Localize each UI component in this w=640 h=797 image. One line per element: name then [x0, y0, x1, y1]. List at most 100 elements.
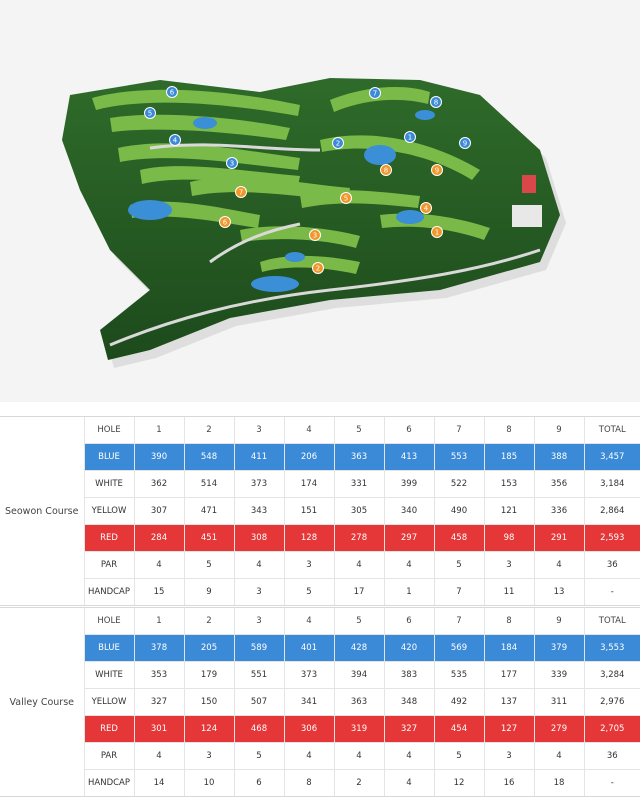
total-cell: 3,553 — [583, 634, 640, 662]
hole-marker — [420, 202, 432, 214]
score-cell: 4 — [383, 769, 434, 797]
score-cell: 411 — [233, 443, 284, 471]
total-cell: 3,457 — [583, 443, 640, 471]
hole-number: 6 — [383, 416, 434, 444]
hole-number: 2 — [183, 416, 234, 444]
row-label: BLUE — [83, 634, 134, 662]
tee-row-handcap: HANDCAP 14 10 6 8 2 4 12 16 18- — [0, 769, 640, 797]
total-cell: 36 — [583, 742, 640, 770]
score-cell: 307 — [133, 497, 184, 525]
score-cell: 121 — [483, 497, 534, 525]
scorecard-valley: Valley Course HOLE 1 2 3 4 5 6 7 8 9 TOTAL BLUE 378 20… — [0, 607, 640, 797]
score-cell: 569 — [433, 634, 484, 662]
hole-marker — [219, 216, 231, 228]
row-label: HANDCAP — [83, 769, 134, 797]
score-cell: 205 — [183, 634, 234, 662]
score-cell: 311 — [533, 688, 584, 716]
score-cell: 124 — [183, 715, 234, 743]
hole-marker-label: 3 — [230, 160, 234, 168]
score-cell: 15 — [133, 578, 184, 606]
score-cell: 353 — [133, 661, 184, 689]
hole-marker — [166, 86, 178, 98]
tee-row-white: WHITE 353 179 551 373 394 383 535 177 339 3,284 — [0, 661, 640, 689]
parking-lot — [512, 205, 542, 227]
score-cell: 401 — [283, 634, 334, 662]
hole-marker-label: 1 — [408, 134, 412, 142]
tee-row-white: WHITE 362 514 373 174 331 399 522 153 356 3,184 — [0, 470, 640, 498]
hole-marker — [309, 229, 321, 241]
hole-number: 1 — [133, 416, 184, 444]
score-cell: 420 — [383, 634, 434, 662]
score-cell: 454 — [433, 715, 484, 743]
course-name: Seowon Course — [0, 416, 84, 606]
score-cell: 4 — [133, 742, 184, 770]
hole-marker — [340, 192, 352, 204]
score-cell: 3 — [483, 742, 534, 770]
score-cell: 3 — [233, 578, 284, 606]
hole-marker — [380, 164, 392, 176]
hole-marker — [312, 262, 324, 274]
hole-marker — [431, 164, 443, 176]
score-cell: 4 — [333, 551, 384, 579]
score-cell: 331 — [333, 470, 384, 498]
hole-marker — [404, 131, 416, 143]
course-name: Valley Course — [0, 607, 84, 797]
score-cell: 553 — [433, 443, 484, 471]
tee-row-blue: BLUE 390 548 411 206 363 413 553 185 388 3,457 — [0, 443, 640, 471]
row-label: HANDCAP — [83, 578, 134, 606]
hole-marker — [369, 87, 381, 99]
hole-marker-label: 4 — [173, 137, 178, 145]
score-cell: 373 — [233, 470, 284, 498]
hole-marker-label: 8 — [384, 167, 388, 175]
hole-marker-label: 2 — [336, 140, 340, 148]
score-cell: 471 — [183, 497, 234, 525]
hole-marker-label: 5 — [148, 110, 152, 118]
hole-header-row: Valley Course HOLE 1 2 3 4 5 6 7 8 9 TOTAL — [0, 607, 640, 797]
score-cell: 4 — [133, 551, 184, 579]
hole-marker — [169, 134, 181, 146]
score-cell: 3 — [283, 551, 334, 579]
score-cell: 5 — [283, 578, 334, 606]
score-cell: 12 — [433, 769, 484, 797]
score-cell: 206 — [283, 443, 334, 471]
row-label: RED — [83, 715, 134, 743]
total-header: TOTAL — [583, 607, 640, 635]
score-cell: 4 — [333, 742, 384, 770]
tee-row-par: PAR 4 5 4 3 4 4 5 3 4 36 — [0, 551, 640, 579]
course-map: 6 7 5 8 4 2 1 9 3 7 8 9 5 4 6 3 1 2 — [0, 0, 640, 402]
hole-marker-label: 5 — [344, 195, 348, 203]
hole-marker-label: 1 — [435, 229, 439, 237]
hole-number: 4 — [283, 416, 334, 444]
score-cell: 468 — [233, 715, 284, 743]
scorecard-seowon: Seowon Course HOLE 1 2 3 4 5 6 7 8 9 TOTAL BLUE 390 54… — [0, 416, 640, 606]
score-cell: 327 — [383, 715, 434, 743]
hole-header-row: Seowon Course HOLE 1 2 3 4 5 6 7 8 9 TOTAL — [0, 416, 640, 606]
tee-row-handcap: HANDCAP 15 9 3 5 17 1 7 11 13- — [0, 578, 640, 606]
score-cell: 278 — [333, 524, 384, 552]
score-cell: 356 — [533, 470, 584, 498]
hole-marker — [235, 186, 247, 198]
cart-roads — [109, 143, 541, 347]
score-cell: 185 — [483, 443, 534, 471]
total-cell: 3,184 — [583, 470, 640, 498]
score-cell: 492 — [433, 688, 484, 716]
score-cell: 177 — [483, 661, 534, 689]
score-cell: 362 — [133, 470, 184, 498]
score-cell: 8 — [283, 769, 334, 797]
score-cell: 3 — [483, 551, 534, 579]
score-cell: 514 — [183, 470, 234, 498]
tee-row-blue: BLUE 378 205 589 401 428 420 569 184 379 3,553 — [0, 634, 640, 662]
score-cell: 348 — [383, 688, 434, 716]
score-cell: 279 — [533, 715, 584, 743]
score-cell: 306 — [283, 715, 334, 743]
hole-number: 4 — [283, 607, 334, 635]
tee-row-red: RED 301 124 468 306 319 327 454 127 279 2,705 — [0, 715, 640, 743]
score-cell: 378 — [133, 634, 184, 662]
score-cell: 451 — [183, 524, 234, 552]
row-label: RED — [83, 524, 134, 552]
row-label: PAR — [83, 551, 134, 579]
hole-marker — [459, 137, 471, 149]
score-cell: 383 — [383, 661, 434, 689]
score-cell: 394 — [333, 661, 384, 689]
score-cell: 343 — [233, 497, 284, 525]
